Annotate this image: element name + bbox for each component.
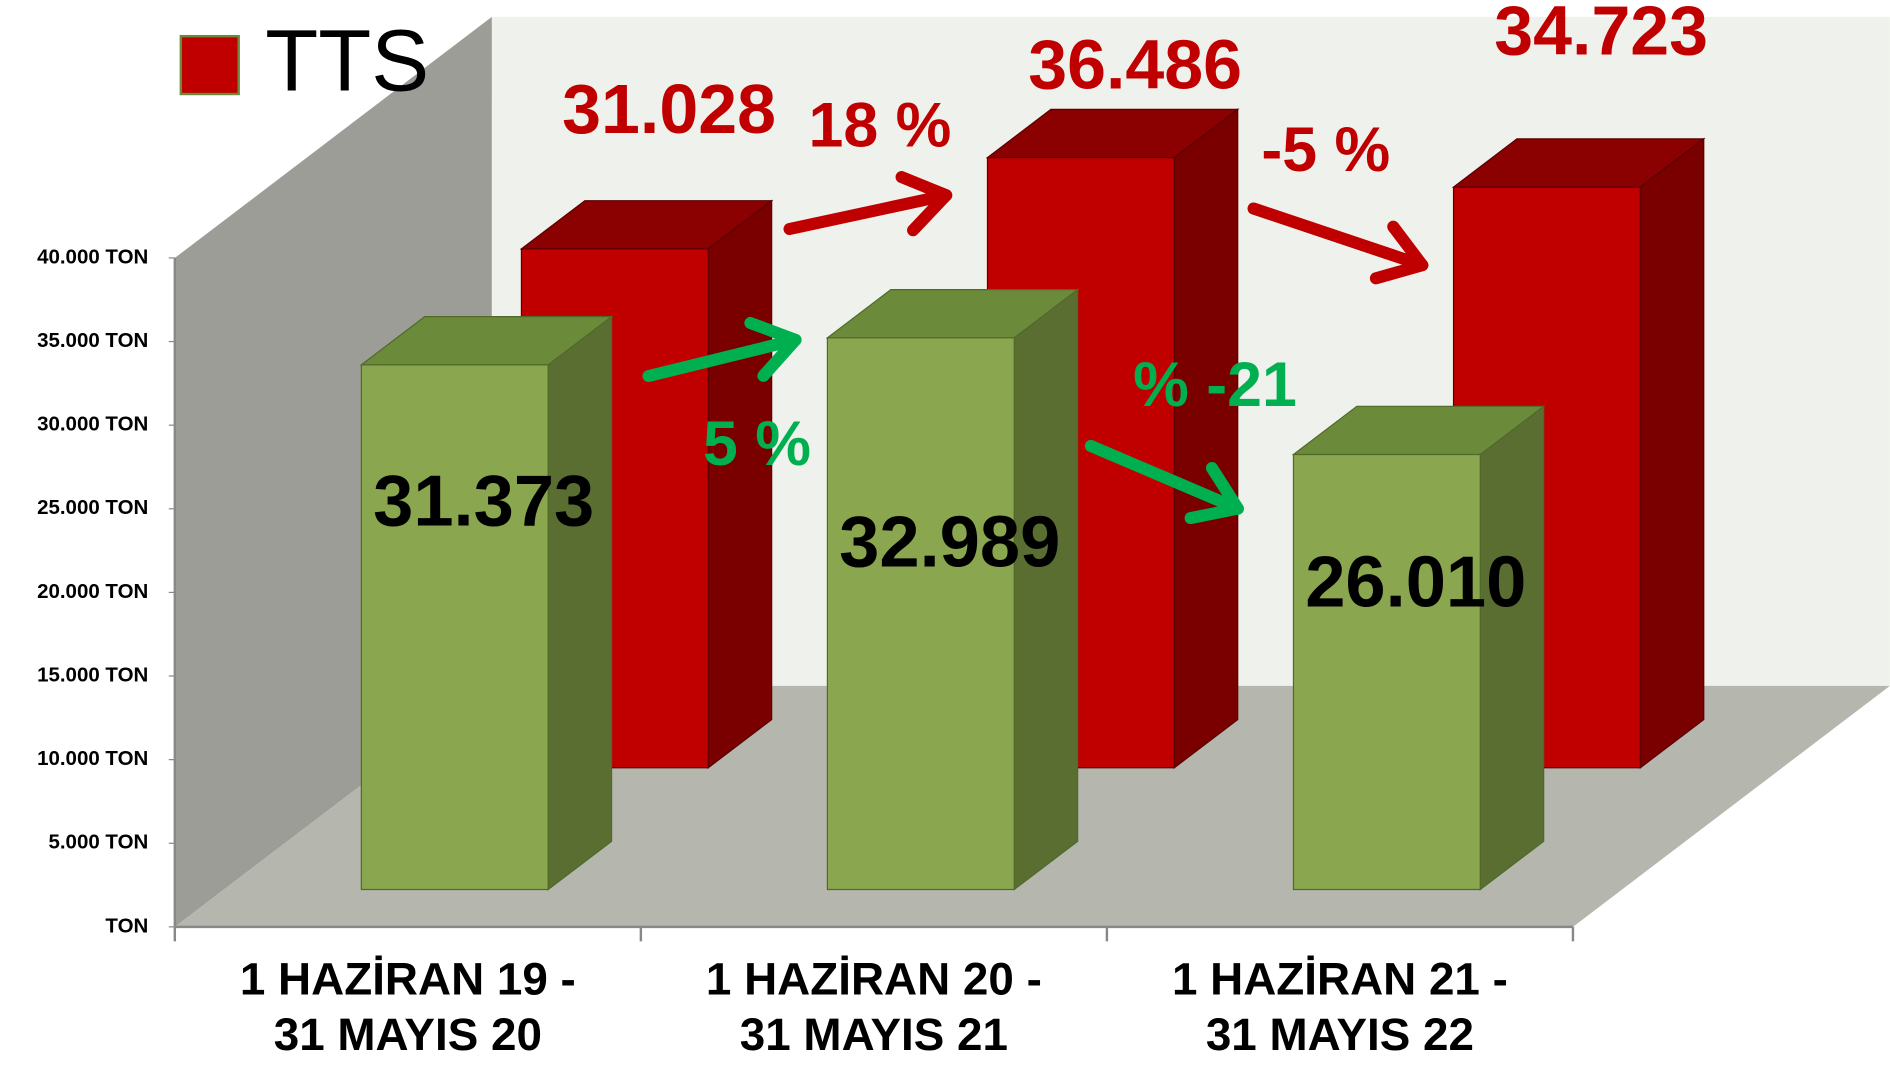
y-tick-label: 40.000 TON	[37, 245, 148, 268]
x-tick-label-box: 1 HAZİRAN 21 - 31 MAYIS 22	[1171, 954, 1508, 1061]
data-label: 34.723	[1494, 0, 1708, 70]
bar	[1292, 453, 1481, 891]
y-tick-label: 35.000 TON	[37, 329, 148, 352]
bar-side	[1639, 137, 1705, 769]
arrow	[642, 333, 802, 383]
bar	[360, 364, 549, 891]
bar-side	[547, 315, 613, 891]
annotation: 18 %	[809, 91, 952, 161]
data-label: 31.028	[562, 70, 776, 148]
bar	[826, 337, 1015, 891]
y-tick-label: 25.000 TON	[37, 496, 148, 519]
legend-label: TTS	[265, 12, 429, 109]
y-tick-label: 5.000 TON	[48, 831, 148, 854]
y-tick-label: 10.000 TON	[37, 747, 148, 770]
x-tick-label-box: 1 HAZİRAN 19 - 31 MAYIS 20	[239, 954, 576, 1061]
bar-side	[1173, 108, 1239, 769]
arrow-head	[1369, 220, 1429, 285]
annotation: 5 %	[703, 409, 811, 479]
x-tick-label: 1 HAZİRAN 19 - 31 MAYIS 20	[239, 954, 576, 1061]
data-label: 32.989	[839, 502, 1060, 582]
data-label: 31.373	[373, 462, 594, 542]
arrow	[783, 189, 953, 236]
bar-side	[1479, 405, 1545, 891]
x-tick-label: 1 HAZİRAN 21 - 31 MAYIS 22	[1171, 954, 1508, 1061]
arrow	[1084, 439, 1244, 515]
x-tick-label-box: 1 HAZİRAN 20 - 31 MAYIS 21	[705, 954, 1042, 1061]
arrow	[1247, 202, 1429, 272]
y-tick-label: 30.000 TON	[37, 413, 148, 436]
legend-swatch	[179, 34, 240, 96]
y-tick-label: 15.000 TON	[37, 663, 148, 686]
x-tick-label: 1 HAZİRAN 20 - 31 MAYIS 21	[705, 954, 1042, 1061]
data-label: 36.486	[1028, 25, 1242, 103]
bar-side	[707, 199, 773, 769]
arrow-head	[895, 170, 953, 237]
annotation: % -21	[1133, 350, 1297, 420]
annotation: -5 %	[1261, 115, 1390, 185]
arrow-head	[1184, 461, 1244, 525]
y-tick-label: TON	[105, 914, 148, 937]
bar-side	[1013, 288, 1079, 891]
data-label: 26.010	[1305, 543, 1526, 623]
arrow-head	[744, 316, 802, 382]
y-tick-label: 20.000 TON	[37, 580, 148, 603]
